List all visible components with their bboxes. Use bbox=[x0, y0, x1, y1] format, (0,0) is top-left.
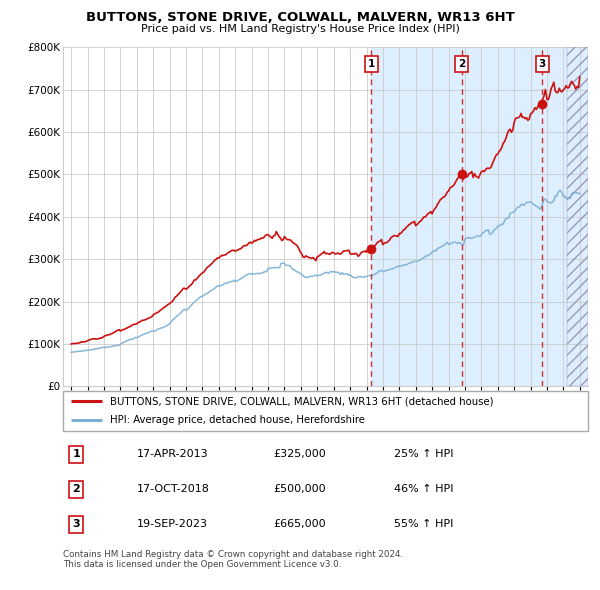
Text: £325,000: £325,000 bbox=[273, 450, 326, 460]
Text: 3: 3 bbox=[539, 59, 546, 69]
Text: 1: 1 bbox=[368, 59, 375, 69]
Text: 2: 2 bbox=[458, 59, 465, 69]
Text: Price paid vs. HM Land Registry's House Price Index (HPI): Price paid vs. HM Land Registry's House … bbox=[140, 24, 460, 34]
Text: HPI: Average price, detached house, Herefordshire: HPI: Average price, detached house, Here… bbox=[110, 415, 365, 425]
Bar bbox=[566, 47, 588, 386]
Text: 1: 1 bbox=[72, 450, 80, 460]
Text: 19-SEP-2023: 19-SEP-2023 bbox=[137, 519, 208, 529]
Text: 55% ↑ HPI: 55% ↑ HPI bbox=[394, 519, 453, 529]
Bar bbox=[371, 47, 588, 386]
Text: £665,000: £665,000 bbox=[273, 519, 326, 529]
Text: BUTTONS, STONE DRIVE, COLWALL, MALVERN, WR13 6HT: BUTTONS, STONE DRIVE, COLWALL, MALVERN, … bbox=[86, 11, 514, 24]
Text: BUTTONS, STONE DRIVE, COLWALL, MALVERN, WR13 6HT (detached house): BUTTONS, STONE DRIVE, COLWALL, MALVERN, … bbox=[110, 396, 494, 407]
Text: 17-APR-2013: 17-APR-2013 bbox=[137, 450, 208, 460]
Text: 3: 3 bbox=[73, 519, 80, 529]
FancyBboxPatch shape bbox=[63, 391, 588, 431]
Text: 17-OCT-2018: 17-OCT-2018 bbox=[137, 484, 209, 494]
Text: £500,000: £500,000 bbox=[273, 484, 326, 494]
Text: 25% ↑ HPI: 25% ↑ HPI bbox=[394, 450, 453, 460]
Text: 2: 2 bbox=[72, 484, 80, 494]
Text: Contains HM Land Registry data © Crown copyright and database right 2024.
This d: Contains HM Land Registry data © Crown c… bbox=[63, 550, 403, 569]
Text: 46% ↑ HPI: 46% ↑ HPI bbox=[394, 484, 453, 494]
